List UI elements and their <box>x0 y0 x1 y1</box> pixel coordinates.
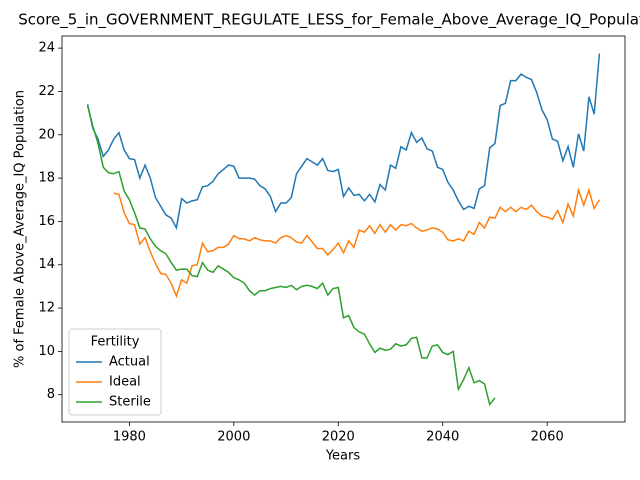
plot-frame <box>61 35 626 423</box>
y-tick-label: 10 <box>38 344 55 359</box>
x-axis-label: Years <box>325 449 361 464</box>
y-tick-label: 24 <box>38 41 55 56</box>
y-tick-label: 20 <box>38 127 55 142</box>
y-tick-label: 14 <box>38 257 55 272</box>
y-tick-label: 12 <box>38 301 55 316</box>
legend-title: Fertility <box>91 335 140 350</box>
y-axis-label: % of Female Above_Average_IQ Population <box>13 90 28 368</box>
y-tick-label: 22 <box>38 84 55 99</box>
legend-box <box>68 328 162 416</box>
x-tick-label: 2020 <box>322 430 355 445</box>
x-tick-label: 2060 <box>531 430 564 445</box>
x-tick-label: 1980 <box>113 430 146 445</box>
series-line <box>86 53 601 231</box>
series-line <box>86 105 496 407</box>
x-tick-label: 2000 <box>217 430 250 445</box>
y-tick-label: 16 <box>38 214 55 229</box>
chart-title: Score_5_in_GOVERNMENT_REGULATE_LESS_for_… <box>18 11 640 30</box>
legend-label: Ideal <box>109 375 141 390</box>
legend-label: Actual <box>109 355 150 370</box>
x-tick-label: 2040 <box>426 430 459 445</box>
legend-label: Sterile <box>109 395 151 410</box>
y-tick-label: 18 <box>38 171 55 186</box>
y-tick-label: 8 <box>47 387 55 402</box>
series-line <box>113 187 601 299</box>
